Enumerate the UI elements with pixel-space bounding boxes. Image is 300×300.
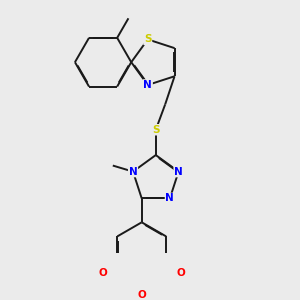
Text: N: N — [166, 194, 174, 203]
Text: O: O — [137, 290, 146, 300]
Text: N: N — [174, 167, 183, 177]
Text: N: N — [143, 80, 152, 90]
Text: O: O — [98, 268, 107, 278]
Text: S: S — [144, 34, 152, 44]
Text: N: N — [129, 167, 137, 177]
Text: O: O — [176, 268, 185, 278]
Text: S: S — [152, 125, 160, 135]
